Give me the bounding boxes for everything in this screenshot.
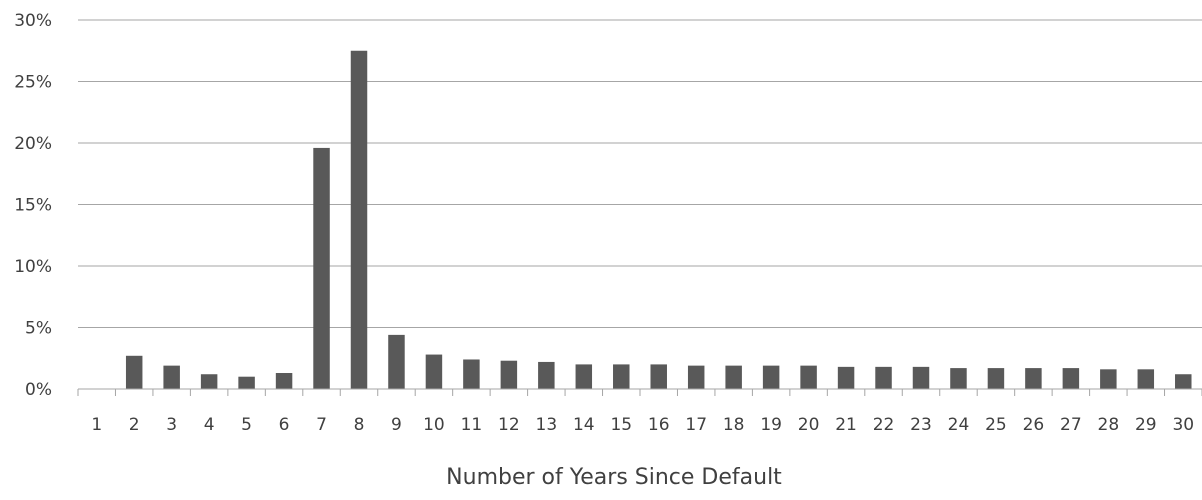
bar	[762, 365, 780, 389]
bar	[1025, 368, 1042, 389]
x-tick-label: 25	[985, 415, 1007, 435]
bar	[313, 147, 330, 389]
x-tick-label: 18	[723, 415, 745, 435]
bar	[425, 354, 443, 389]
x-tick-label: 23	[910, 415, 932, 435]
bar	[125, 355, 143, 389]
y-tick-label: 20%	[14, 134, 52, 154]
bar	[875, 366, 892, 389]
bar	[950, 368, 967, 389]
x-tick-label: 17	[685, 415, 707, 435]
bar	[538, 361, 555, 389]
bar	[725, 365, 742, 389]
x-tick-label: 24	[948, 415, 970, 435]
x-tick-label: 7	[316, 415, 327, 435]
y-tick-label: 15%	[14, 196, 52, 216]
bar	[1175, 374, 1192, 389]
x-tick-label: 21	[835, 415, 857, 435]
bar	[687, 365, 705, 389]
x-tick-label: 2	[129, 415, 140, 435]
y-axis-tick-labels: 0% 5% 10% 15% 20% 25% 30%	[14, 11, 52, 400]
x-tick-label: 6	[279, 415, 290, 435]
x-tick-label: 12	[498, 415, 520, 435]
x-axis-tick-labels: 1 2 3 4 5 6 7 8 9 10 11 12 13 14 15 16 17 18 19 20 21 22 23 24 2…	[91, 415, 1194, 435]
x-tick-label: 30	[1172, 415, 1194, 435]
bar	[200, 374, 218, 389]
bar	[350, 50, 368, 389]
x-tick-label: 22	[873, 415, 895, 435]
bar	[912, 366, 930, 389]
bar	[1137, 369, 1155, 389]
x-tick-label: 15	[610, 415, 632, 435]
bar	[163, 365, 180, 389]
bar	[800, 365, 817, 389]
x-tick-label: 26	[1023, 415, 1045, 435]
y-tick-label: 5%	[25, 319, 52, 339]
bars	[125, 50, 1192, 389]
bar	[987, 368, 1005, 389]
y-tick-label: 30%	[14, 11, 52, 31]
bar	[613, 364, 630, 389]
bar	[837, 366, 855, 389]
x-axis	[77, 388, 1202, 396]
x-tick-label: 8	[354, 415, 365, 435]
y-tick-label: 25%	[14, 73, 52, 93]
x-tick-label: 27	[1060, 415, 1082, 435]
x-tick-label: 4	[204, 415, 215, 435]
x-tick-label: 3	[166, 415, 177, 435]
bar	[275, 373, 293, 389]
x-tick-label: 9	[391, 415, 402, 435]
bar	[1100, 369, 1117, 389]
x-tick-label: 11	[461, 415, 483, 435]
bar	[388, 334, 405, 389]
x-tick-label: 29	[1135, 415, 1157, 435]
y-tick-label: 0%	[25, 380, 52, 400]
x-tick-label: 19	[760, 415, 782, 435]
x-tick-label: 13	[536, 415, 558, 435]
y-tick-label: 10%	[14, 257, 52, 277]
x-tick-label: 10	[423, 415, 445, 435]
x-tick-label: 14	[573, 415, 595, 435]
bar	[1062, 368, 1080, 389]
x-tick-label: 28	[1098, 415, 1120, 435]
bar	[500, 360, 518, 389]
x-tick-label: 20	[798, 415, 820, 435]
bar	[463, 359, 480, 389]
x-tick-label: 1	[91, 415, 102, 435]
gridlines	[78, 19, 1202, 328]
bar	[650, 364, 667, 389]
x-tick-label: 16	[648, 415, 670, 435]
x-tick-label: 5	[241, 415, 252, 435]
bar	[575, 364, 593, 389]
x-axis-title: Number of Years Since Default	[446, 465, 782, 490]
bar	[238, 376, 255, 389]
